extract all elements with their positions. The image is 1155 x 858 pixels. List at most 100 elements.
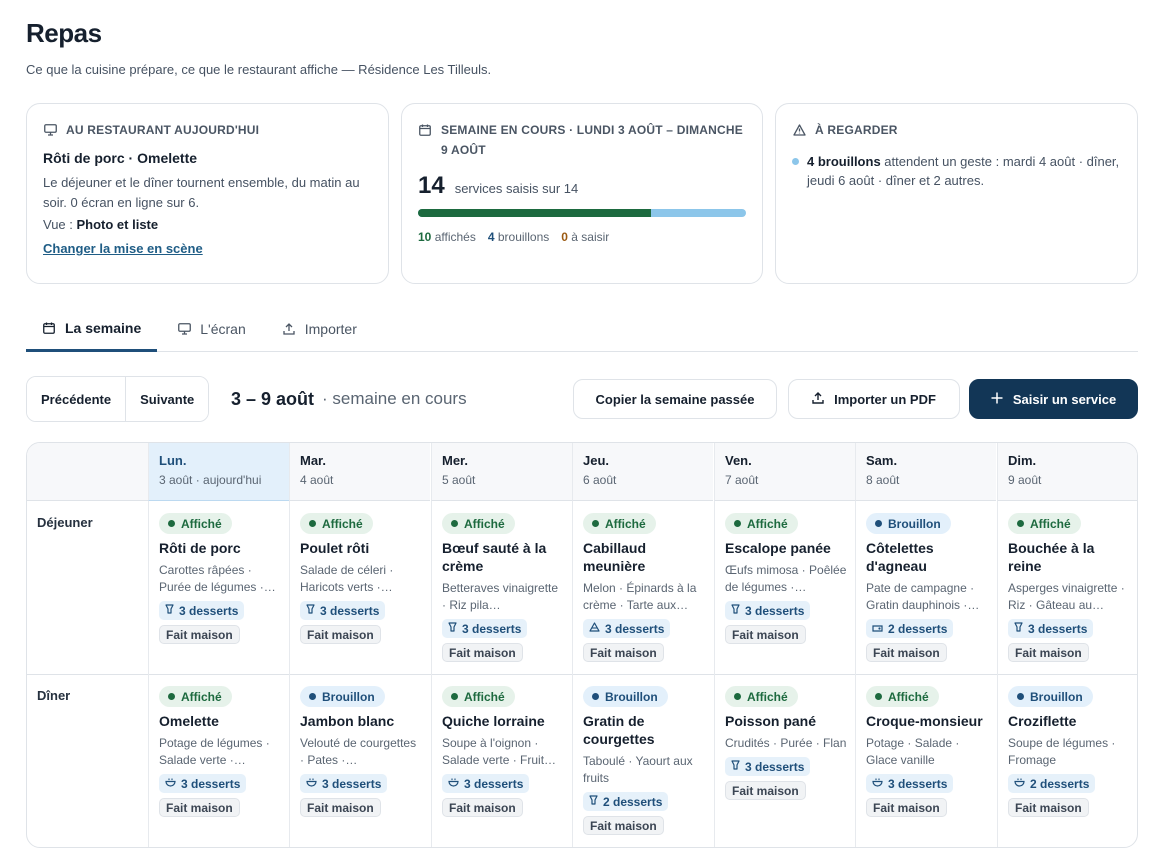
service-cell[interactable]: Affiché Quiche lorraine Soupe à l'oignon ·…	[431, 674, 572, 847]
status-dot	[875, 520, 882, 527]
tab-screen[interactable]: L'écran	[161, 306, 261, 351]
status-label: Affiché	[747, 516, 788, 531]
service-cell[interactable]: Affiché Escalope panée Œufs mimosa · Poêlé…	[714, 501, 855, 674]
desserts-count: 3 desserts	[320, 603, 380, 618]
dish-chips: 2 desserts Fait maison	[1008, 769, 1131, 817]
status-label: Affiché	[747, 689, 788, 704]
calendar-icon	[418, 120, 432, 140]
monitor-icon	[43, 120, 57, 140]
upload-icon	[282, 322, 296, 336]
next-week-button[interactable]: Suivante	[125, 377, 209, 421]
tab-import[interactable]: Importer	[266, 306, 373, 351]
day-name: Jeu.	[583, 453, 610, 468]
watch-drafts: 4 brouillons	[807, 154, 881, 169]
today-card-label: AU RESTAURANT AUJOURD'HUI	[66, 123, 260, 137]
desserts-count: 3 desserts	[605, 621, 665, 636]
homemade-chip: Fait maison	[159, 798, 240, 817]
status-label: Brouillon	[322, 689, 375, 704]
bowl-icon	[306, 777, 317, 790]
week-progress-bar	[418, 209, 746, 217]
status-label: Affiché	[322, 516, 363, 531]
service-cell[interactable]: Affiché Croque-monsieur Potage · Salade · …	[855, 674, 996, 847]
bullet-dot	[792, 158, 799, 165]
dish-chips: 3 desserts Fait maison	[159, 769, 281, 817]
status-label: Affiché	[464, 516, 505, 531]
status-dot	[309, 520, 316, 527]
import-pdf-button[interactable]: Importer un PDF	[788, 379, 960, 419]
desserts-chip: 3 desserts	[725, 757, 811, 776]
service-cell[interactable]: Brouillon Gratin de courgettes Taboulé · Y…	[572, 674, 713, 847]
service-cell[interactable]: Brouillon Jambon blanc Velouté de courgett…	[289, 674, 430, 847]
tab-week[interactable]: La semaine	[26, 306, 158, 352]
desserts-count: 3 desserts	[888, 776, 948, 791]
homemade-chip: Fait maison	[159, 625, 240, 644]
desserts-chip: 3 desserts	[300, 774, 388, 793]
meal-label: Dîner	[37, 688, 71, 703]
service-cell[interactable]: Affiché Poisson pané Crudités · Purée · Fl…	[714, 674, 855, 847]
dish-name: Croque-monsieur	[866, 713, 983, 729]
week-range: 3 – 9 août · semaine en cours	[231, 376, 467, 422]
page-title: Repas	[26, 18, 102, 48]
dish-chips: 3 desserts Fait maison	[866, 769, 988, 817]
desserts-chip: 3 desserts	[583, 619, 671, 638]
copy-last-week-button[interactable]: Copier la semaine passée	[573, 379, 777, 419]
calendar-icon	[42, 321, 56, 335]
status-label: Affiché	[1030, 516, 1071, 531]
homemade-chip: Fait maison	[1008, 798, 1089, 817]
week-card: SEMAINE EN COURS · LUNDI 3 AOÛT – DIMANC…	[401, 103, 763, 284]
homemade-chip: Fait maison	[866, 643, 947, 662]
homemade-chip: Fait maison	[725, 781, 806, 800]
previous-week-button[interactable]: Précédente	[27, 377, 126, 421]
side-dishes: Salade de céleri · Haricots verts ·…	[300, 563, 394, 594]
services-count-label: services saisis sur 14	[454, 181, 579, 196]
desserts-count: 2 desserts	[1030, 776, 1090, 791]
day-date: 6 août	[583, 473, 617, 487]
service-cell[interactable]: Brouillon Côtelettes d'agneau Pate de camp…	[855, 501, 996, 674]
day-name: Mar.	[300, 453, 327, 468]
dish-name: Bouchée à la reine	[1008, 540, 1095, 574]
day-header: Ven. 7 août	[714, 443, 855, 501]
upload-icon	[812, 391, 824, 407]
status-dot	[592, 693, 599, 700]
status-badge: Affiché	[442, 513, 515, 534]
side-dishes: Soupe à l'oignon · Salade verte · Fruit…	[442, 736, 557, 767]
day-date: 5 août	[442, 473, 476, 487]
dish-chips: 3 desserts Fait maison	[300, 596, 422, 644]
status-dot	[451, 520, 458, 527]
desserts-count: 3 desserts	[1028, 621, 1088, 636]
day-header: Lun. 3 août · aujourd'hui	[148, 443, 289, 501]
status-label: Brouillon	[1030, 689, 1083, 704]
day-header: Mer. 5 août	[431, 443, 572, 501]
homemade-chip: Fait maison	[300, 625, 381, 644]
dish-name: Cabillaud meunière	[583, 540, 647, 574]
desserts-count: 3 desserts	[322, 776, 382, 791]
service-cell[interactable]: Affiché Bœuf sauté à la crème Betteraves v…	[431, 501, 572, 674]
dish-name: Quiche lorraine	[442, 713, 545, 729]
new-service-label: Saisir un service	[1012, 391, 1117, 407]
new-service-button[interactable]: Saisir un service	[969, 379, 1138, 419]
homemade-chip: Fait maison	[300, 798, 381, 817]
service-cell[interactable]: Affiché Rôti de porc Carottes râpées · Pur…	[148, 501, 289, 674]
status-badge: Affiché	[725, 686, 798, 707]
desserts-count: 3 desserts	[462, 621, 522, 636]
bowl-icon	[872, 777, 883, 790]
desserts-chip: 3 desserts	[442, 619, 528, 638]
status-label: Affiché	[181, 689, 222, 704]
change-staging-link[interactable]: Changer la mise en scène	[43, 241, 203, 256]
desserts-chip: 3 desserts	[300, 601, 386, 620]
service-cell[interactable]: Affiché Bouchée à la reine Asperges vinaig…	[997, 501, 1137, 674]
dish-name: Jambon blanc	[300, 713, 395, 729]
service-cell[interactable]: Affiché Poulet rôti Salade de céleri · Har…	[289, 501, 430, 674]
service-cell[interactable]: Affiché Omelette Potage de légumes · Salad…	[148, 674, 289, 847]
dish-chips: 3 desserts Fait maison	[725, 596, 847, 644]
dish-name: Omelette	[159, 713, 219, 729]
status-badge: Brouillon	[583, 686, 668, 707]
week-navigation: Précédente Suivante	[26, 376, 210, 422]
status-dot	[592, 520, 599, 527]
service-cell[interactable]: Affiché Cabillaud meunière Melon · Épinard…	[572, 501, 713, 674]
tab-week-label: La semaine	[65, 319, 142, 336]
service-cell[interactable]: Brouillon Croziflette Soupe de légumes · F…	[997, 674, 1137, 847]
desserts-chip: 3 desserts	[159, 601, 245, 620]
side-dishes: Melon · Épinards à la crème · Tarte aux…	[583, 581, 697, 612]
week-range-note: · semaine en cours	[322, 389, 467, 408]
